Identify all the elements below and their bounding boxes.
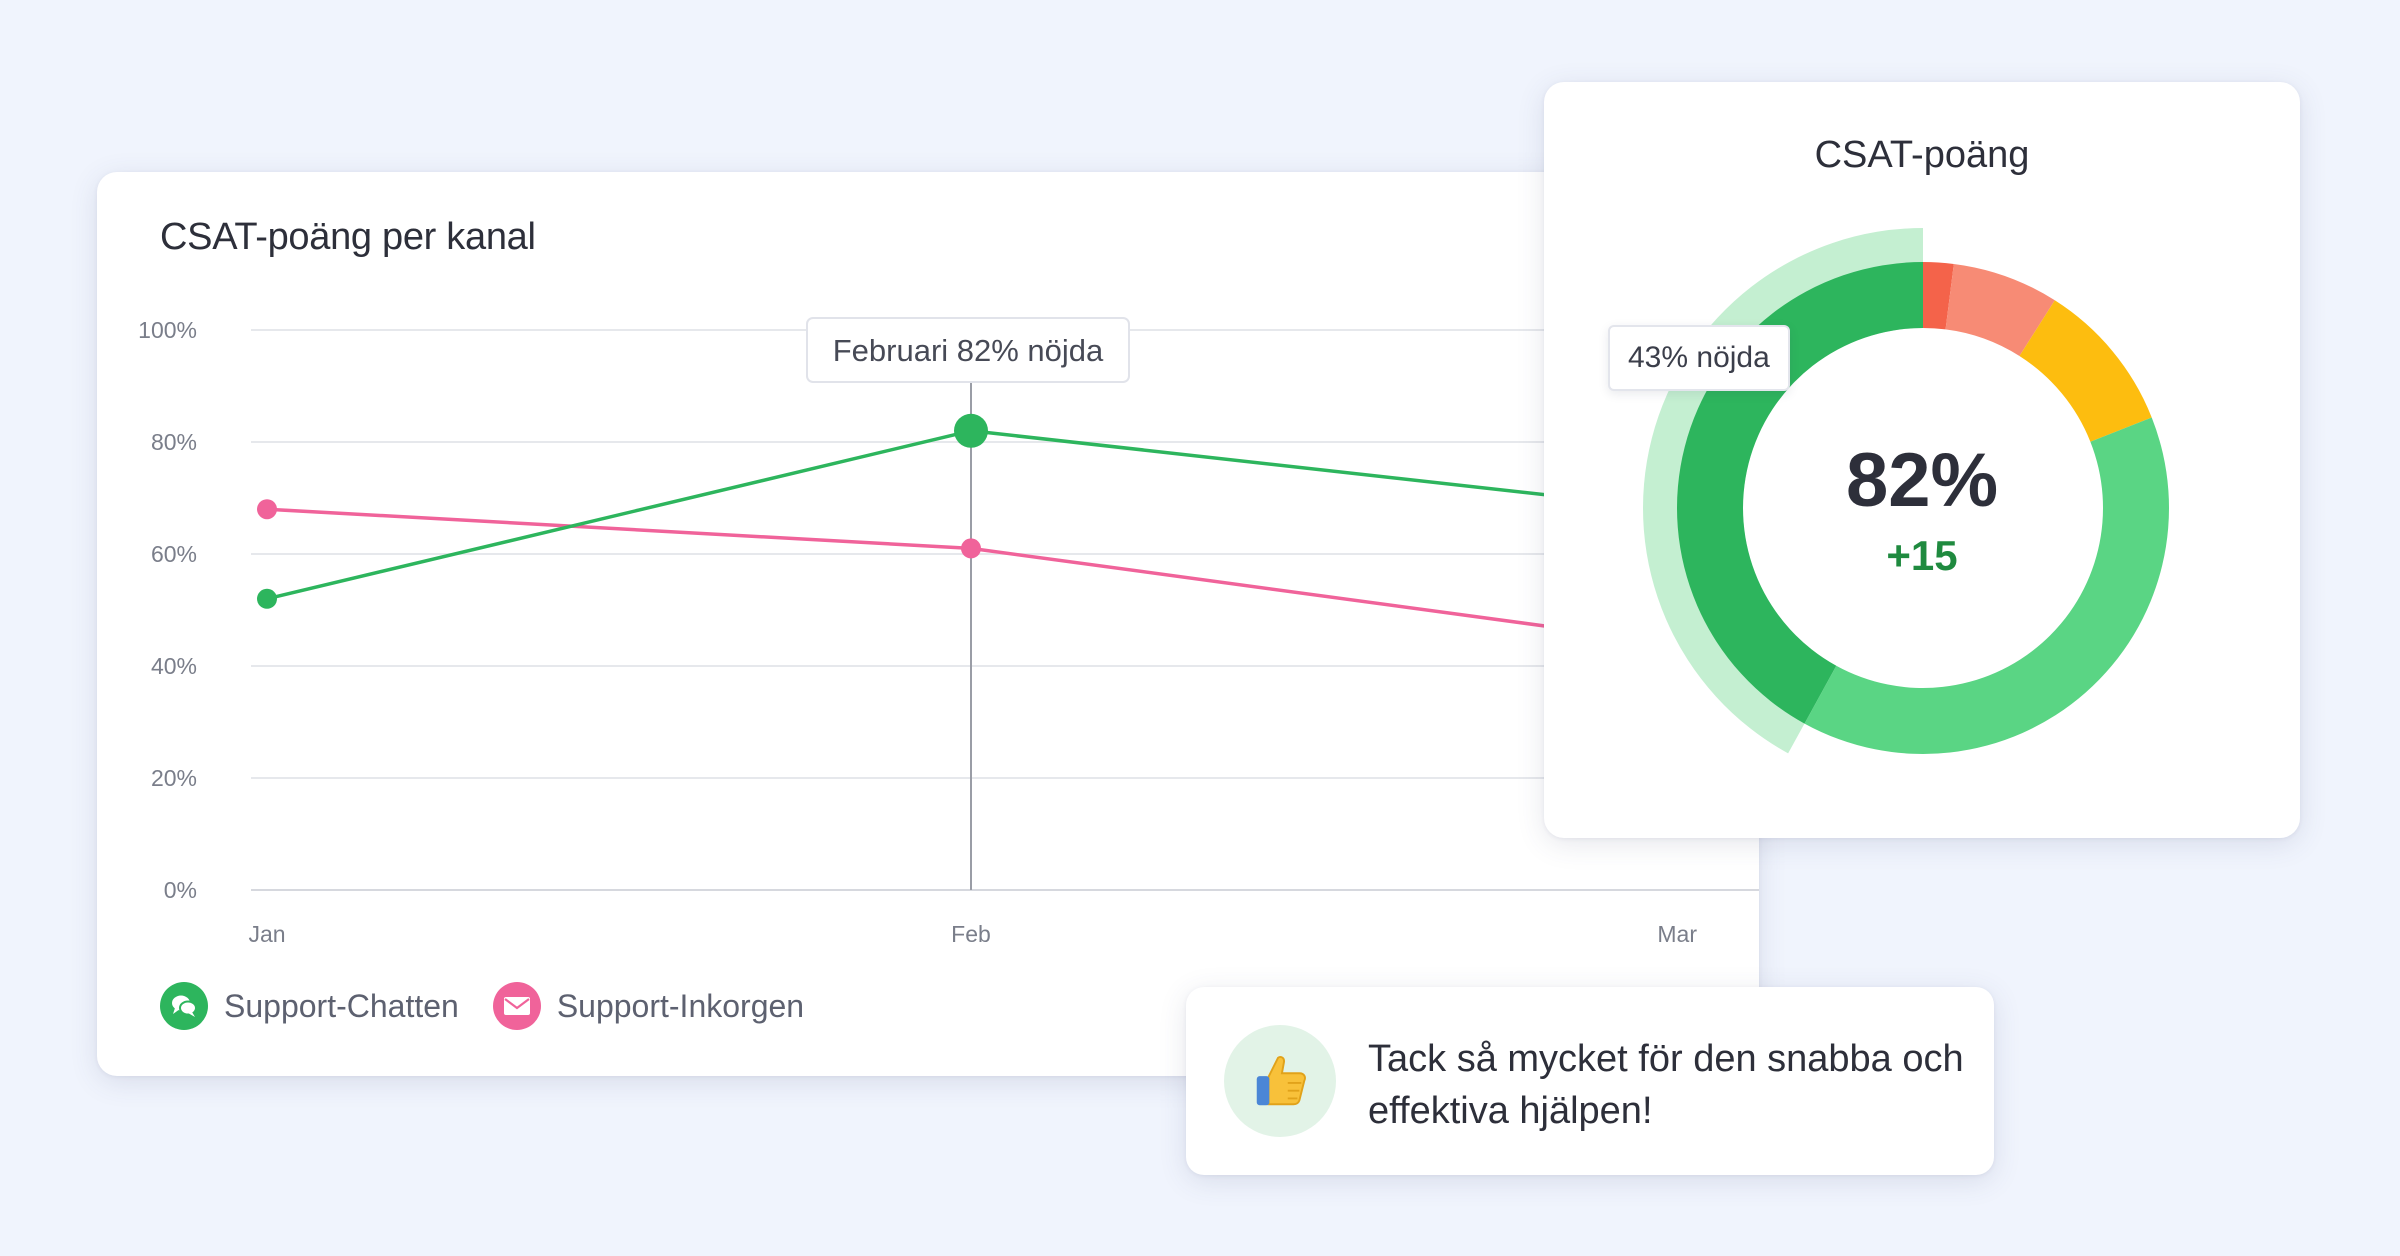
donut-chart-title: CSAT-poäng bbox=[1814, 134, 2030, 176]
feedback-message: Tack så mycket för den snabba och effekt… bbox=[1368, 1038, 1964, 1132]
x-tick-label: Feb bbox=[951, 921, 991, 947]
feedback-card: Tack så mycket för den snabba och effekt… bbox=[1186, 987, 1994, 1175]
donut-segment bbox=[1945, 263, 2055, 357]
line-tooltip: Februari 82% nöjda bbox=[806, 317, 1130, 383]
donut-segment bbox=[1923, 262, 1954, 330]
legend-item-support-chatten[interactable]: Support-Chatten bbox=[160, 982, 459, 1030]
donut-center-value: 82% bbox=[1845, 438, 1999, 523]
y-tick-label: 0% bbox=[164, 877, 197, 903]
y-tick-label: 100% bbox=[138, 317, 197, 343]
x-tick-label: Jan bbox=[248, 921, 285, 947]
chat-bubbles-icon bbox=[160, 982, 208, 1030]
data-point bbox=[954, 413, 988, 448]
tooltip-box bbox=[806, 317, 1130, 383]
line-chart-plot: 0% 20% 40% 60% 80% 100% Jan Feb Mar Februari 82% … bbox=[138, 317, 1759, 947]
donut-tooltip: 43% nöjda bbox=[1608, 325, 1790, 391]
data-point bbox=[257, 499, 277, 520]
envelope-icon bbox=[492, 982, 541, 1030]
y-tick-label: 20% bbox=[151, 765, 197, 791]
y-tick-label: 40% bbox=[151, 653, 197, 679]
thumbs-up-icon bbox=[1224, 1025, 1336, 1137]
y-tick-label: 80% bbox=[151, 429, 197, 455]
y-tick-label: 60% bbox=[151, 541, 197, 567]
tooltip-text: Februari 82% nöjda bbox=[833, 333, 1104, 368]
line-chart-title: CSAT-poäng per kanal bbox=[160, 216, 536, 258]
data-point bbox=[257, 588, 277, 609]
x-tick-label: Mar bbox=[1657, 921, 1697, 947]
donut-segment bbox=[1804, 417, 2169, 755]
donut-chart-card: CSAT-poäng 82% +15 43% nöjda bbox=[1544, 82, 2300, 838]
donut-change-value: +15 bbox=[1886, 532, 1958, 579]
donut-segment bbox=[2019, 300, 2152, 442]
legend-label: Support-Chatten bbox=[224, 987, 459, 1024]
legend-item-support-inkorgen[interactable]: Support-Inkorgen bbox=[492, 982, 805, 1030]
data-point bbox=[961, 538, 981, 559]
chart-legend: Support-Chatten Support-Inkorgen bbox=[160, 982, 838, 1030]
legend-label: Support-Inkorgen bbox=[556, 987, 805, 1024]
line-chart-card: CSAT-poäng per kanal 0% 20% 40% 60% 80% 100% J… bbox=[97, 172, 1759, 1076]
